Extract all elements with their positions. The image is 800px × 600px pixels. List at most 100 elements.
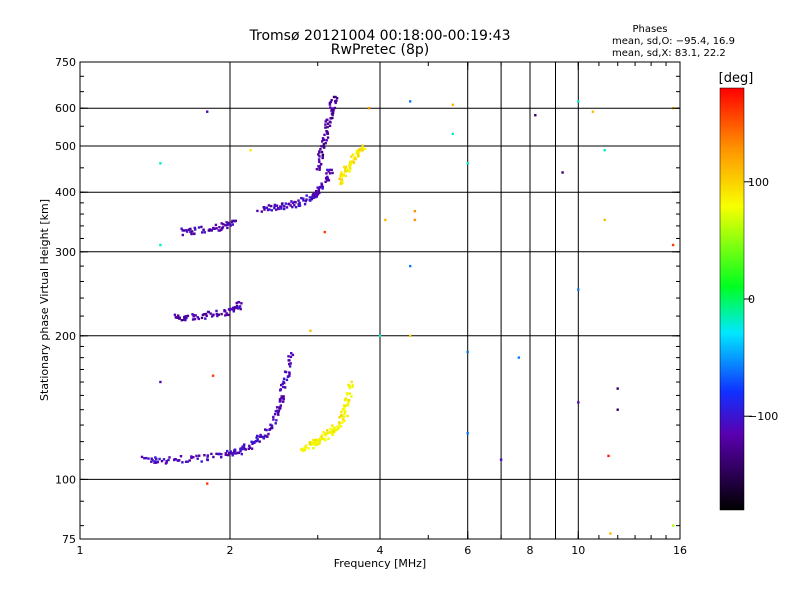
trace-4-point bbox=[318, 185, 322, 189]
trace-4-point bbox=[316, 186, 319, 189]
trace-0-point bbox=[282, 377, 286, 380]
trace-1-point bbox=[314, 442, 318, 445]
trace-5-point bbox=[321, 153, 325, 156]
trace-3-point bbox=[212, 227, 216, 230]
trace-1-point bbox=[331, 424, 334, 427]
scatter-point-6 bbox=[249, 149, 252, 152]
trace-0-point bbox=[265, 428, 268, 432]
trace-2-point bbox=[191, 318, 195, 321]
trace-5-point bbox=[321, 140, 324, 143]
trace-0-point bbox=[282, 395, 285, 398]
trace-1-point bbox=[324, 432, 327, 435]
trace-6-point bbox=[348, 164, 351, 167]
trace-6-point bbox=[354, 157, 357, 161]
trace-3-point bbox=[190, 232, 193, 236]
trace-2-point bbox=[235, 306, 238, 309]
scatter-point-33 bbox=[609, 532, 612, 535]
trace-0-point bbox=[275, 409, 279, 412]
trace-0-point bbox=[284, 370, 288, 374]
trace-0-point bbox=[288, 372, 291, 375]
trace-3-point bbox=[187, 228, 191, 231]
scatter-point-23 bbox=[517, 356, 521, 359]
trace-4-point bbox=[330, 168, 333, 172]
trace-2-point bbox=[232, 308, 236, 311]
y-tick-label: 400 bbox=[55, 186, 76, 199]
trace-2-point bbox=[206, 310, 210, 314]
y-tick-label: 100 bbox=[55, 473, 76, 486]
trace-0-point bbox=[281, 382, 284, 385]
trace-5-point bbox=[326, 136, 330, 139]
scatter-point-26 bbox=[577, 100, 580, 103]
trace-1-point bbox=[299, 448, 303, 451]
trace-2-point bbox=[237, 300, 241, 304]
trace-1-point bbox=[326, 429, 329, 432]
trace-5-point bbox=[324, 120, 327, 123]
trace-1-point bbox=[350, 380, 353, 384]
trace-4-point bbox=[302, 199, 305, 202]
trace-0-point bbox=[255, 439, 259, 443]
trace-5-point bbox=[321, 137, 325, 140]
trace-3-point bbox=[221, 227, 224, 230]
trace-3-point bbox=[202, 228, 205, 231]
trace-6-point bbox=[357, 150, 361, 153]
trace-5-point bbox=[328, 103, 332, 106]
trace-0-point bbox=[282, 385, 285, 389]
trace-0-point bbox=[258, 440, 261, 443]
scatter-point-27 bbox=[577, 288, 580, 291]
trace-0-point bbox=[252, 441, 256, 444]
trace-4-point bbox=[270, 204, 273, 208]
trace-0-point bbox=[291, 353, 295, 357]
trace-5-point bbox=[329, 117, 332, 120]
trace-2-point bbox=[193, 317, 197, 321]
trace-0-point bbox=[282, 400, 285, 403]
trace-2-point bbox=[194, 314, 197, 317]
trace-0-point bbox=[176, 459, 179, 462]
trace-0-point bbox=[151, 459, 154, 462]
trace-0-point bbox=[198, 454, 201, 457]
chart-title: Tromsø 20121004 00:18:00-00:19:43 bbox=[249, 28, 511, 44]
trace-2-point bbox=[217, 313, 220, 316]
scatter-point-5 bbox=[211, 374, 215, 377]
trace-4-point bbox=[263, 208, 266, 211]
trace-0-point bbox=[234, 452, 238, 455]
trace-5-point bbox=[317, 153, 320, 156]
trace-1-point bbox=[323, 437, 326, 441]
x-tick-label: 2 bbox=[227, 544, 234, 557]
trace-0-point bbox=[206, 454, 209, 457]
trace-3-point bbox=[189, 227, 192, 231]
trace-2-point bbox=[225, 312, 228, 315]
trace-6-point bbox=[348, 162, 352, 166]
x-tick-label: 16 bbox=[673, 544, 687, 557]
trace-2-point bbox=[229, 307, 232, 310]
trace-1-point bbox=[302, 447, 305, 450]
trace-2-point bbox=[173, 313, 177, 316]
scatter-point-15 bbox=[413, 218, 417, 222]
trace-5-point bbox=[326, 125, 329, 129]
trace-1-point bbox=[324, 434, 327, 437]
trace-0-point bbox=[267, 432, 270, 436]
trace-0-point bbox=[154, 461, 158, 464]
scatter-point-32 bbox=[607, 454, 610, 458]
trace-0-point bbox=[268, 427, 272, 431]
trace-6-point bbox=[352, 160, 355, 163]
trace-0-point bbox=[275, 406, 279, 409]
trace-0-point bbox=[287, 359, 290, 362]
trace-1-point bbox=[343, 419, 346, 423]
trace-0-point bbox=[165, 461, 168, 464]
trace-1-point bbox=[329, 430, 332, 433]
scatter-point-18 bbox=[451, 132, 454, 136]
trace-0-point bbox=[278, 398, 282, 401]
trace-5-point bbox=[329, 106, 332, 109]
trace-1-point bbox=[316, 443, 319, 446]
y-tick-label: 200 bbox=[55, 330, 76, 343]
trace-3-point bbox=[214, 223, 218, 227]
trace-3-point bbox=[229, 224, 232, 227]
trace-6-point bbox=[344, 174, 347, 178]
trace-4-point bbox=[297, 199, 300, 202]
trace-0-point bbox=[224, 453, 227, 456]
trace-6-point bbox=[344, 165, 348, 169]
trace-4-point bbox=[331, 171, 334, 175]
y-tick-label: 75 bbox=[62, 533, 76, 546]
trace-1-point bbox=[338, 416, 341, 419]
trace-4-point bbox=[281, 202, 284, 205]
